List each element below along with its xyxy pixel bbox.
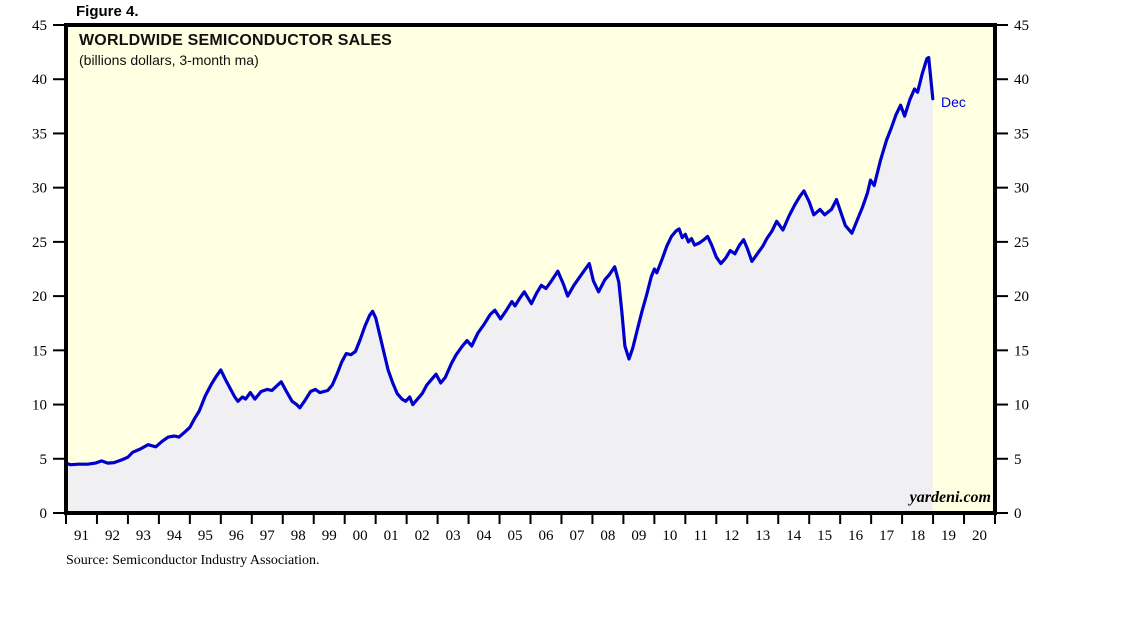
source-note: Source: Semiconductor Industry Associati… [66,553,320,568]
y-axis-label-right: 35 [1014,126,1029,142]
plot-border [64,23,997,515]
y-axis-label-left: 30 [32,181,47,197]
x-axis-label: 98 [291,528,306,544]
series-end-label: Dec [941,94,966,110]
x-axis-label: 93 [136,528,151,544]
x-axis-label: 99 [322,528,337,544]
x-axis-label: 14 [786,528,802,544]
x-axis-label: 02 [415,528,430,544]
x-axis-label: 95 [198,528,213,544]
x-axis-label: 15 [817,528,832,544]
y-axis-label-left: 40 [32,72,47,88]
figure-label: Figure 4. [76,3,139,20]
x-axis-label: 16 [848,528,864,544]
x-axis-label: 94 [167,528,183,544]
x-axis-label: 20 [972,528,987,544]
watermark-yardeni: yardeni.com [909,489,991,506]
x-axis-label: 17 [879,528,895,544]
y-axis-label-left: 20 [32,289,47,305]
y-axis-label-right: 5 [1014,452,1022,468]
chart-subtitle: (billions dollars, 3-month ma) [79,52,259,68]
y-axis-label-right: 40 [1014,72,1029,88]
x-axis-label: 18 [910,528,925,544]
x-axis-label: 11 [694,528,708,544]
x-axis-label: 08 [600,528,615,544]
y-axis-label-right: 25 [1014,235,1029,251]
x-axis-label: 96 [229,528,245,544]
y-axis-label-right: 45 [1014,18,1029,34]
y-axis-label-left: 5 [40,452,48,468]
y-axis-label-right: 10 [1014,398,1029,414]
y-axis-label-left: 10 [32,398,47,414]
y-axis-label-left: 35 [32,126,47,142]
x-axis-label: 07 [569,528,585,544]
x-axis-label: 05 [508,528,523,544]
y-axis-label-left: 15 [32,343,47,359]
y-axis-label-right: 30 [1014,181,1029,197]
x-axis-label: 01 [384,528,399,544]
y-axis-label-left: 45 [32,18,47,34]
x-axis-label: 06 [538,528,554,544]
x-axis-label: 04 [477,528,493,544]
x-axis-label: 92 [105,528,120,544]
x-axis-label: 13 [755,528,770,544]
chart-title: WORLDWIDE SEMICONDUCTOR SALES [79,32,393,49]
y-axis-label-right: 15 [1014,343,1029,359]
x-axis-label: 19 [941,528,956,544]
sales-line [64,55,935,467]
x-axis-label: 97 [260,528,276,544]
y-axis-label-right: 0 [1014,506,1022,522]
y-axis-label-left: 25 [32,235,47,251]
under-curve-fill [66,57,933,513]
y-axis-label-right: 20 [1014,289,1029,305]
x-axis-label: 10 [662,528,677,544]
x-axis-label: 12 [724,528,739,544]
y-axis-label-left: 0 [40,506,48,522]
x-axis-label: 91 [74,528,89,544]
x-axis-label: 03 [446,528,461,544]
x-axis-label: 00 [353,528,368,544]
x-axis-label: 09 [631,528,646,544]
